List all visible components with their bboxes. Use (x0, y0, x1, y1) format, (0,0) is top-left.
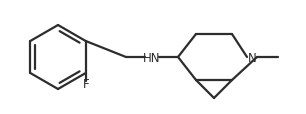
Text: F: F (82, 78, 89, 91)
Text: N: N (248, 51, 256, 64)
Text: HN: HN (143, 51, 161, 64)
